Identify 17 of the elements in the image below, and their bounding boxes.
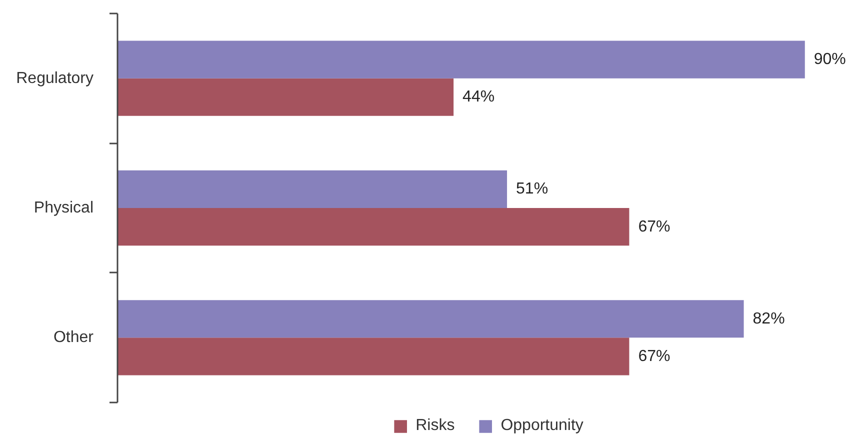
legend-label: Risks bbox=[416, 416, 455, 436]
data-label: 44% bbox=[462, 88, 495, 106]
bar bbox=[118, 78, 454, 116]
data-label: 82% bbox=[752, 310, 785, 328]
data-label: 67% bbox=[638, 348, 670, 365]
bar bbox=[118, 300, 744, 338]
bar bbox=[118, 338, 630, 376]
data-label: 51% bbox=[516, 180, 548, 198]
y-tick-label: Physical bbox=[34, 200, 94, 216]
bar bbox=[118, 208, 630, 246]
data-label: 67% bbox=[638, 218, 670, 236]
bar bbox=[118, 40, 805, 78]
data-label: 90% bbox=[814, 51, 846, 68]
bar bbox=[118, 170, 508, 208]
y-tick-label: Other bbox=[53, 329, 94, 346]
legend-label: Opportunity bbox=[500, 416, 584, 436]
y-tick-label: Regulatory bbox=[16, 70, 94, 87]
